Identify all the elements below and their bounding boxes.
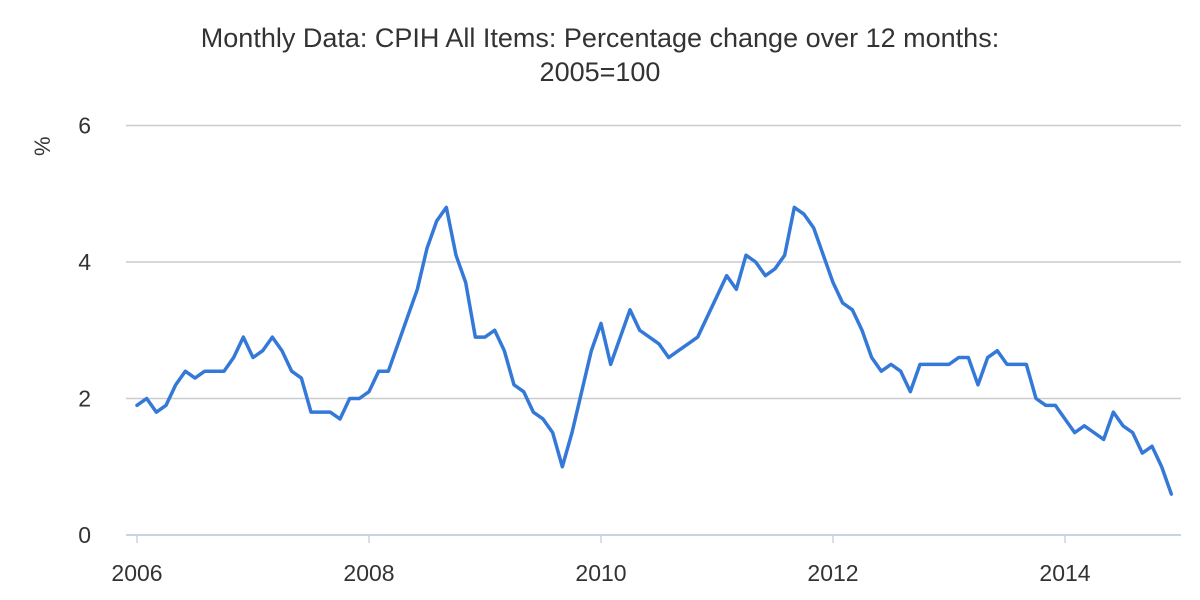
y-tick-label: 4: [78, 249, 91, 275]
chart-title-line2: 2005=100: [540, 57, 661, 87]
x-tick-label: 2014: [1039, 560, 1090, 586]
y-tick-label: 0: [78, 522, 91, 548]
axis-layer: 0 2 4 6 2006 2008 2010 2012 2014: [78, 113, 1181, 586]
x-tick-label: 2006: [111, 560, 162, 586]
series-layer: [135, 205, 1174, 496]
y-axis-unit-label: %: [30, 136, 55, 156]
x-tick-label: 2008: [343, 560, 394, 586]
x-tick-label: 2012: [807, 560, 858, 586]
y-tick-label: 6: [78, 113, 91, 139]
data-line: [135, 205, 1174, 496]
x-tick-label: 2010: [575, 560, 626, 586]
chart-title-line1: Monthly Data: CPIH All Items: Percentage…: [201, 23, 999, 53]
grid-layer: [126, 124, 1181, 400]
y-tick-label: 2: [78, 386, 91, 412]
